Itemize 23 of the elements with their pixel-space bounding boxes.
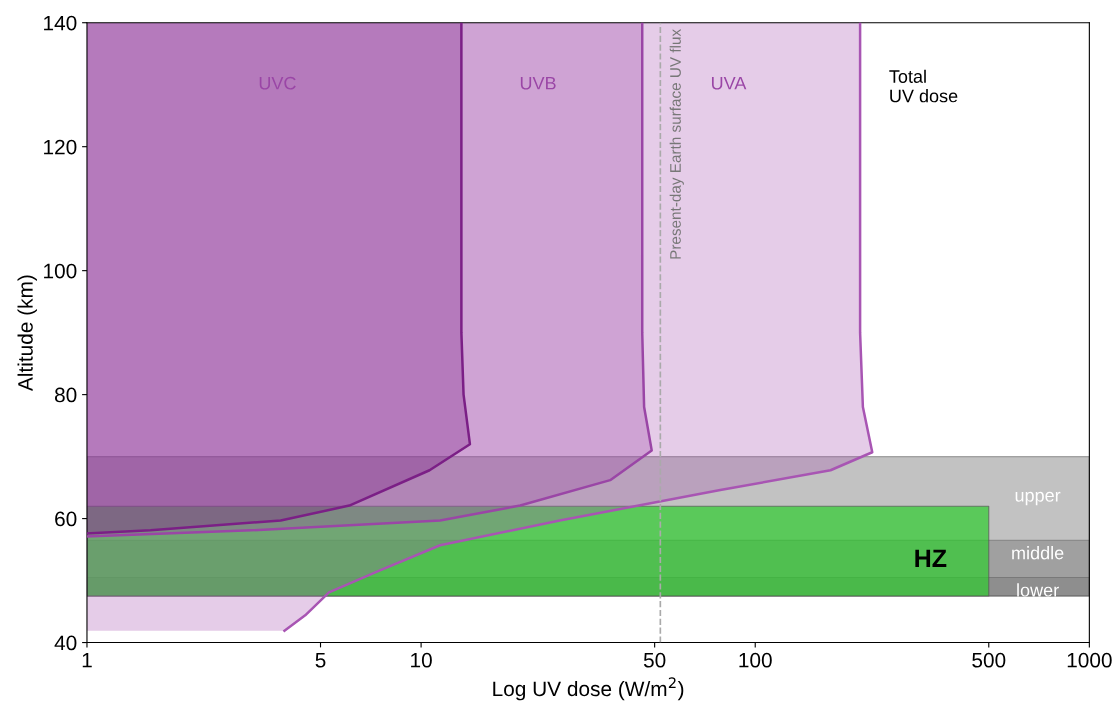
annotation: UVA: [711, 76, 747, 90]
annotation: UVB: [520, 76, 556, 90]
y-tick-label: 140: [44, 15, 77, 31]
y-tick-label: 100: [44, 263, 77, 279]
annotation: Total UV dose: [889, 69, 958, 103]
x-axis-title: Log UV dose (W/m$^{2}$): [493, 677, 684, 701]
x-tick-label: 1000: [1067, 652, 1112, 668]
y-tick-label: 60: [55, 511, 77, 527]
band-label: middle: [1012, 546, 1064, 560]
x-tick-label: 1: [82, 653, 92, 668]
band-label: HZ: [915, 549, 947, 567]
x-tick-label: 5: [315, 653, 326, 668]
band-label: lower: [1017, 583, 1059, 597]
y-tick-label: 80: [54, 387, 77, 403]
x-tick-label: 500: [972, 652, 1006, 668]
x-tick-label: 10: [411, 652, 432, 668]
ref-line-label: Present-day Earth surface UV flux: [669, 29, 684, 259]
band-label: upper: [1015, 491, 1061, 506]
x-tick-label: 100: [739, 652, 772, 668]
y-tick-label: 40: [54, 635, 77, 651]
x-tick-label: 50: [643, 652, 666, 668]
y-axis-title: Altitude (km): [17, 275, 37, 392]
y-tick-label: 120: [44, 139, 77, 155]
